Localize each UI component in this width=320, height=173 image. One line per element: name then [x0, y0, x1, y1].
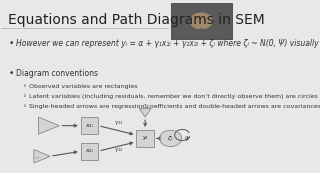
Text: 1: 1 [144, 104, 147, 109]
Text: $\psi$: $\psi$ [183, 134, 190, 143]
Text: •: • [8, 70, 14, 79]
Text: $\gamma_{12}$: $\gamma_{12}$ [114, 146, 123, 154]
Text: Single-headed arrows are regression coefficients and double-headed arrows are co: Single-headed arrows are regression coef… [29, 104, 320, 109]
Text: Equations and Path Diagrams in SEM: Equations and Path Diagrams in SEM [8, 13, 265, 27]
Text: $x_{2i}$: $x_{2i}$ [84, 147, 94, 155]
FancyBboxPatch shape [81, 117, 98, 134]
Text: $\zeta_i$: $\zeta_i$ [167, 134, 174, 143]
Text: IIIIII: IIIIII [198, 28, 204, 32]
Text: ...: ... [35, 154, 40, 159]
Polygon shape [38, 117, 59, 134]
Circle shape [159, 130, 182, 147]
Text: $\gamma_{11}$: $\gamma_{11}$ [114, 119, 123, 127]
Text: Observed variables are rectangles: Observed variables are rectangles [29, 84, 138, 89]
Polygon shape [139, 109, 151, 117]
Text: ◦: ◦ [22, 84, 26, 89]
FancyBboxPatch shape [81, 143, 98, 160]
Text: However we can represent yᵢ = α + γ₁x₁ᵢ + γ₂x₂ᵢ + ζᵢ where ζᵢ ~ N(0, Ψ) visually: However we can represent yᵢ = α + γ₁x₁ᵢ … [16, 39, 320, 48]
Text: $y_{i}$: $y_{i}$ [142, 134, 149, 142]
Text: Latent variables (including residuals, remember we don’t directly observe them) : Latent variables (including residuals, r… [29, 94, 318, 99]
Text: •: • [8, 39, 14, 48]
Polygon shape [34, 149, 50, 163]
FancyBboxPatch shape [171, 3, 232, 39]
Text: Diagram conventions: Diagram conventions [16, 70, 99, 79]
Circle shape [190, 12, 213, 29]
Text: ◦: ◦ [22, 94, 26, 99]
Text: $x_{1i}$: $x_{1i}$ [84, 122, 94, 130]
FancyBboxPatch shape [136, 130, 154, 147]
Text: ◦: ◦ [22, 104, 26, 109]
